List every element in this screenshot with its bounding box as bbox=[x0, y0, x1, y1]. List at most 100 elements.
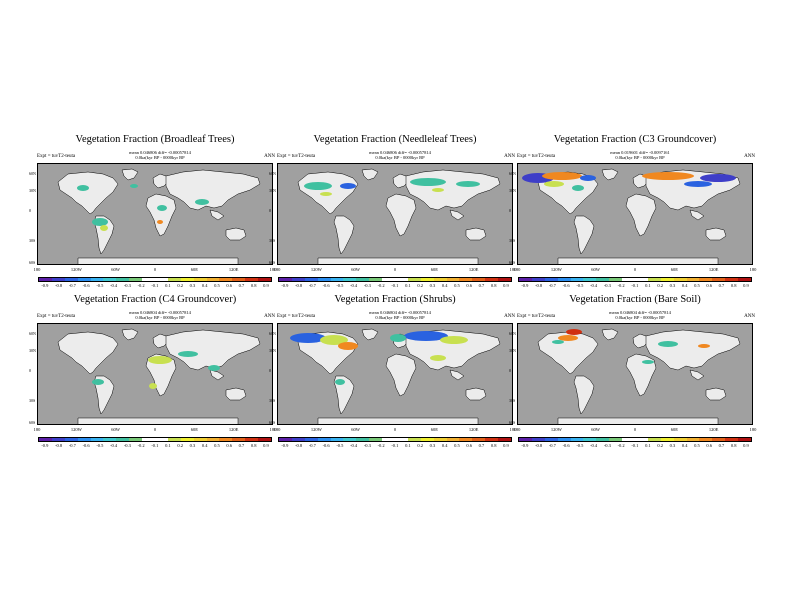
longitude-label: 60W bbox=[111, 427, 121, 432]
colorbar-tick-label: 0.9 bbox=[743, 443, 749, 448]
colorbar bbox=[278, 437, 512, 442]
colorbar-labels: -0.9 -0.8 -0.7 -0.6 -0.5 -0.4 -0.3 -0.2 -0.1 0.1 0… bbox=[38, 283, 272, 288]
longitude-label: 180 bbox=[33, 427, 41, 432]
panel-stats: mean 0.046804 diff= -0.00057814 0.0ka(kyr… bbox=[85, 310, 235, 320]
anomaly-region bbox=[544, 181, 564, 187]
colorbar-tick-label: -0.9 bbox=[41, 283, 49, 288]
colorbar-tick-label: -0.4 bbox=[590, 283, 598, 288]
experiment-label: Expt = tuvT2-teuta bbox=[37, 154, 76, 159]
colorbar-swatch bbox=[39, 278, 52, 281]
colorbar-tick-label: 0.4 bbox=[441, 443, 448, 448]
colorbar-tick-label: 0.6 bbox=[226, 283, 232, 288]
world-map bbox=[37, 323, 273, 425]
landmass bbox=[449, 209, 465, 221]
colorbar-tick-label: -0.5 bbox=[336, 443, 344, 448]
latitude-label: 0 bbox=[29, 208, 31, 213]
anomaly-region bbox=[404, 331, 448, 341]
colorbar-tick-label: 0.9 bbox=[503, 283, 509, 288]
anomaly-region bbox=[148, 356, 172, 364]
latitude-label: 60S bbox=[509, 260, 516, 265]
world-map bbox=[277, 163, 513, 265]
colorbar-tick-label: -0.7 bbox=[68, 443, 76, 448]
landmass bbox=[77, 417, 239, 424]
panel-title: Vegetation Fraction (C3 Groundcover) bbox=[553, 134, 717, 145]
colorbar-swatch bbox=[39, 438, 52, 441]
colorbar-swatch bbox=[129, 438, 143, 441]
world-map bbox=[277, 323, 513, 425]
colorbar-tick-label: 0.8 bbox=[250, 283, 257, 288]
longitude-label: 120E bbox=[228, 427, 239, 432]
stats-line-1: mean 0.019601 diff= -0.0097161 bbox=[610, 150, 670, 155]
colorbar-tick-label: -0.6 bbox=[322, 443, 330, 448]
colorbar-swatch bbox=[291, 278, 305, 281]
colorbar-swatch bbox=[219, 438, 233, 441]
season-label: ANN bbox=[744, 154, 755, 159]
anomaly-region bbox=[558, 335, 578, 341]
landmass bbox=[317, 417, 479, 424]
latitude-label: 60S bbox=[29, 420, 36, 425]
colorbar-swatch bbox=[472, 438, 486, 441]
latitude-label: 0 bbox=[29, 368, 31, 373]
colorbar-swatch bbox=[407, 278, 421, 281]
colorbar-tick-label: 0.2 bbox=[417, 443, 423, 448]
colorbar-swatch bbox=[609, 278, 623, 281]
colorbar-tick-label: -0.7 bbox=[308, 443, 316, 448]
colorbar-swatch bbox=[395, 278, 408, 281]
landmass bbox=[57, 331, 119, 375]
colorbar-swatch bbox=[459, 438, 473, 441]
anomaly-region bbox=[580, 175, 596, 181]
colorbar-tick-label: 0.9 bbox=[503, 443, 509, 448]
anomaly-region bbox=[566, 329, 582, 335]
colorbar-tick-label: 0.4 bbox=[201, 443, 208, 448]
map-panel-c4: Vegetation Fraction (C4 Groundcover) mean… bbox=[29, 294, 276, 484]
colorbar-tick-label: -0.2 bbox=[617, 283, 625, 288]
experiment-label: Expt = tuvT2-teuta bbox=[37, 314, 76, 319]
colorbar-swatch bbox=[330, 438, 344, 441]
colorbar-tick-label: 0.5 bbox=[694, 443, 700, 448]
colorbar-tick-label: 0.4 bbox=[681, 283, 688, 288]
colorbar-tick-label: -0.5 bbox=[96, 443, 104, 448]
colorbar-swatch bbox=[258, 278, 272, 281]
latitude-label: 60N bbox=[29, 171, 36, 176]
landmass bbox=[625, 193, 657, 237]
colorbar-swatch bbox=[596, 278, 610, 281]
anomaly-region bbox=[338, 342, 358, 350]
colorbar-tick-label: 0.3 bbox=[429, 283, 436, 288]
colorbar-tick-label: -0.1 bbox=[391, 283, 399, 288]
colorbar-swatch bbox=[167, 438, 181, 441]
colorbar-swatch bbox=[369, 438, 383, 441]
colorbar-swatch bbox=[557, 438, 571, 441]
longitude-label: 180 bbox=[513, 427, 521, 432]
panel-title: Vegetation Fraction (Shrubs) bbox=[334, 294, 456, 305]
map-canvas bbox=[537, 328, 741, 424]
landmass bbox=[689, 209, 705, 221]
anomaly-region bbox=[440, 336, 468, 344]
colorbar-tick-label: -0.3 bbox=[603, 283, 611, 288]
panel-stats: mean 0.046806 diff= -0.00057814 0.0ka(kyr… bbox=[325, 150, 475, 160]
colorbar-swatch bbox=[725, 438, 739, 441]
colorbar-tick-label: 0.6 bbox=[226, 443, 232, 448]
landmass bbox=[333, 215, 355, 255]
map-panel-broadleaf: Vegetation Fraction (Broadleaf Trees) mea… bbox=[29, 134, 276, 324]
stats-line-1: mean 0.046804 diff= -0.00057814 bbox=[609, 310, 671, 315]
latitude-label: 30N bbox=[29, 348, 36, 353]
anomaly-region bbox=[642, 172, 694, 180]
landmass bbox=[705, 387, 727, 401]
anomaly-region bbox=[542, 172, 582, 180]
colorbar-tick-label: 0.4 bbox=[441, 283, 448, 288]
colorbar-swatch bbox=[279, 438, 292, 441]
colorbar-swatch bbox=[51, 438, 65, 441]
landmass bbox=[165, 329, 261, 371]
longitude-label: 180 bbox=[749, 427, 757, 432]
map-panel-shrubs: Vegetation Fraction (Shrubs) mean 0.04680… bbox=[269, 294, 516, 484]
colorbar-tick-label: -0.3 bbox=[123, 283, 131, 288]
landmass bbox=[573, 375, 595, 415]
landmass bbox=[225, 387, 247, 401]
anomaly-region bbox=[390, 334, 406, 342]
anomaly-region bbox=[700, 174, 736, 182]
colorbar-labels: -0.9 -0.8 -0.7 -0.6 -0.5 -0.4 -0.3 -0.2 -0.1 0.1 0… bbox=[38, 443, 272, 448]
colorbar-swatch bbox=[446, 278, 460, 281]
colorbar-tick-label: -0.2 bbox=[137, 443, 145, 448]
colorbar-tick-label: 0.8 bbox=[250, 443, 257, 448]
landmass bbox=[145, 193, 177, 237]
